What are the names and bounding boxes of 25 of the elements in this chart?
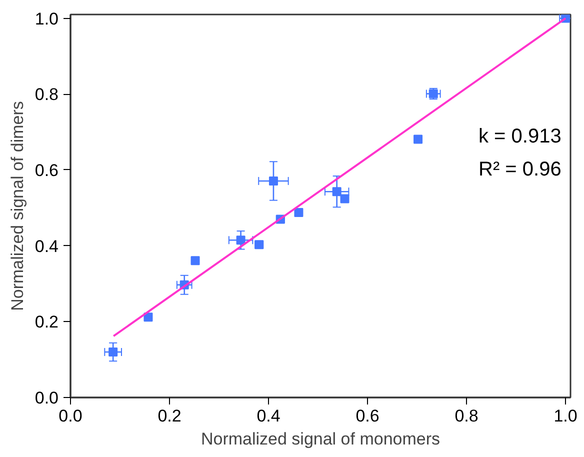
y-tick-label: 0.2 xyxy=(34,312,59,332)
point xyxy=(332,187,342,196)
point xyxy=(108,347,118,356)
y-tick-label: 0.4 xyxy=(34,236,59,256)
x-tick-label: 0.6 xyxy=(356,406,380,426)
point xyxy=(294,208,304,217)
x-tick-label: 0.2 xyxy=(158,406,182,426)
point xyxy=(414,134,423,144)
point xyxy=(268,176,278,186)
point xyxy=(190,256,200,266)
point xyxy=(236,236,246,245)
point xyxy=(340,194,350,204)
y-tick-label: 0.6 xyxy=(34,160,59,180)
y-tick-label: 0.8 xyxy=(34,85,59,104)
x-tick-label: 0.0 xyxy=(58,406,82,426)
x-tick-label: 1.0 xyxy=(554,406,578,426)
y-tick-label: 0.0 xyxy=(34,388,59,408)
point xyxy=(144,312,153,322)
x-tick-label: 0.8 xyxy=(454,406,478,426)
y-tick-label: 1.0 xyxy=(34,9,59,28)
x-axis-title: Normalized signal of monomers xyxy=(200,430,440,448)
y-axis-title: Normalized signal of dimers xyxy=(8,101,27,311)
x-tick-label: 0.4 xyxy=(256,406,280,426)
annotation: R² = 0.96 xyxy=(478,158,562,180)
annotation: k = 0.913 xyxy=(478,126,562,148)
